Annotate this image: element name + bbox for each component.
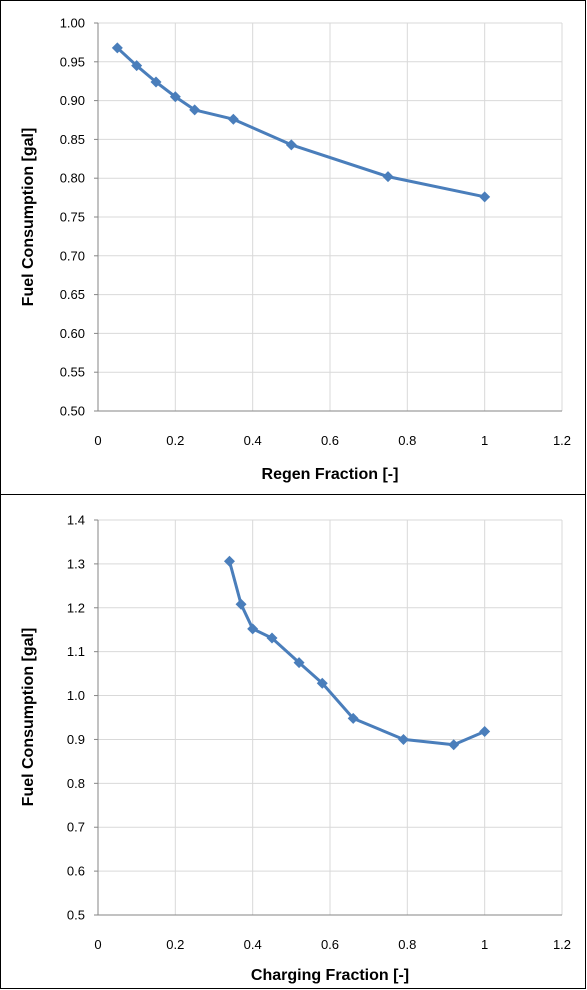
gridlines <box>97 519 563 916</box>
data-point-marker <box>235 598 247 610</box>
y-tick-label: 1.3 <box>67 556 85 571</box>
y-tick-label: 0.95 <box>60 54 85 69</box>
y-tick-label: 0.50 <box>60 404 85 419</box>
x-tick-label: 1 <box>481 433 488 448</box>
data-point-marker <box>479 726 491 738</box>
charging-fraction-chart: 0.5 0.6 0.7 0.8 0.9 1.0 1.1 1.2 1.3 1.4 0 0.2 0.4 0.6… <box>0 494 586 989</box>
y-tick-label: 1.4 <box>67 513 85 528</box>
y-tick-label: 0.60 <box>60 326 85 341</box>
series-line <box>228 559 487 747</box>
y-tick-label: 0.8 <box>67 776 85 791</box>
data-point-marker <box>266 632 278 644</box>
y-tick-label: 0.9 <box>67 732 85 747</box>
data-point-marker <box>227 113 239 125</box>
x-tick-label: 1.2 <box>553 937 571 952</box>
y-tick-label: 1.0 <box>67 688 85 703</box>
data-point-marker <box>382 171 394 183</box>
gridlines <box>97 22 563 412</box>
data-point-marker <box>247 623 259 635</box>
x-tick-label: 0.6 <box>321 433 339 448</box>
x-tick-label: 0.8 <box>398 433 416 448</box>
x-tick-label: 0.8 <box>398 937 416 952</box>
data-point-marker <box>397 733 409 745</box>
data-point-marker <box>293 657 305 669</box>
data-point-marker <box>189 104 201 116</box>
y-tick-label: 0.65 <box>60 287 85 302</box>
y-tick-label: 1.1 <box>67 644 85 659</box>
y-tick-label: 1.2 <box>67 600 85 615</box>
x-tick-label: 0 <box>94 937 101 952</box>
x-tick-label: 0.6 <box>321 937 339 952</box>
y-tick-label: 0.6 <box>67 864 85 879</box>
y-tick-label: 0.70 <box>60 248 85 263</box>
x-tick-label: 1.2 <box>553 433 571 448</box>
regen-fraction-chart: 0.50 0.55 0.60 0.65 0.70 0.75 0.80 0.85 0.90 0.95… <box>0 0 586 495</box>
y-axis-title: Fuel Consumption [gal] <box>20 128 37 307</box>
y-tick-label: 0.80 <box>60 171 85 186</box>
y-tick-label: 1.00 <box>60 16 85 31</box>
y-tick-label: 0.75 <box>60 210 85 225</box>
data-point-marker <box>131 60 143 72</box>
data-point-marker <box>479 191 491 203</box>
data-point-marker <box>223 555 235 567</box>
x-tick-label: 0.2 <box>166 937 184 952</box>
regen-fraction-chart-svg: 0.500.550.600.650.700.750.800.850.900.95… <box>20 16 571 484</box>
y-axis-title: Fuel Consumption [gal] <box>20 628 37 807</box>
data-point-marker <box>285 139 297 151</box>
series-line <box>115 46 487 199</box>
y-tick-label: 0.90 <box>60 93 85 108</box>
x-tick-label: 0.2 <box>166 433 184 448</box>
data-point-marker <box>448 739 460 751</box>
data-point-marker <box>150 76 162 88</box>
data-point-marker <box>347 712 359 724</box>
y-tick-label: 0.5 <box>67 908 85 923</box>
data-point-marker <box>111 42 123 54</box>
x-axis-title: Charging Fraction [-] <box>251 967 409 984</box>
x-tick-label: 0.4 <box>244 937 262 952</box>
y-tick-label: 0.55 <box>60 365 85 380</box>
data-point-marker <box>169 91 181 103</box>
x-axis-title: Regen Fraction [-] <box>262 466 399 483</box>
data-point-marker <box>316 677 328 689</box>
charging-fraction-chart-svg: 0.5 0.6 0.7 0.8 0.9 1.0 1.1 1.2 1.3 1.4 0 0.2 0.4 0.6… <box>20 513 571 985</box>
x-tick-label: 0 <box>94 433 101 448</box>
x-tick-label: 1 <box>481 937 488 952</box>
y-tick-label: 0.7 <box>67 820 85 835</box>
x-tick-label: 0.4 <box>244 433 262 448</box>
y-tick-label: 0.85 <box>60 132 85 147</box>
